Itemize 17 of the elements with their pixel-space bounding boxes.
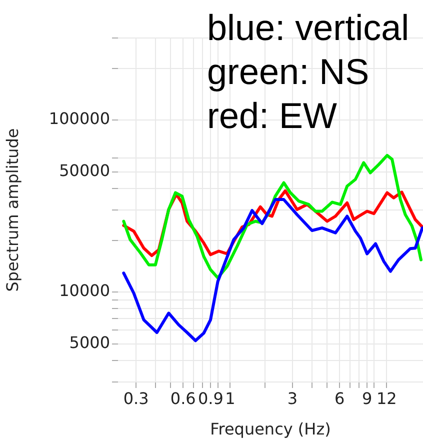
- x-tick-label: 0.6: [170, 388, 196, 408]
- annotation: blue: vertical: [207, 7, 410, 48]
- y-tick-label: 50000: [59, 161, 110, 180]
- x-tick-label: 12: [376, 388, 397, 408]
- annotation: green: NS: [207, 51, 370, 92]
- y-tick-label: 100000: [48, 109, 110, 128]
- x-tick-label: 0.9: [198, 388, 224, 408]
- x-axis-title: Frequency (Hz): [210, 420, 331, 439]
- annotation: red: EW: [207, 95, 338, 136]
- x-tick-label: 6: [334, 388, 345, 408]
- x-tick-label: 9: [362, 388, 372, 408]
- x-tick-label: 1: [225, 388, 236, 408]
- x-tick-label: 3: [287, 388, 298, 408]
- y-axis-title: Spectrum amplitude: [2, 128, 22, 292]
- x-tick-label: 0.3: [123, 388, 149, 408]
- y-tick-label: 5000: [69, 333, 110, 352]
- y-tick-label: 10000: [59, 281, 110, 300]
